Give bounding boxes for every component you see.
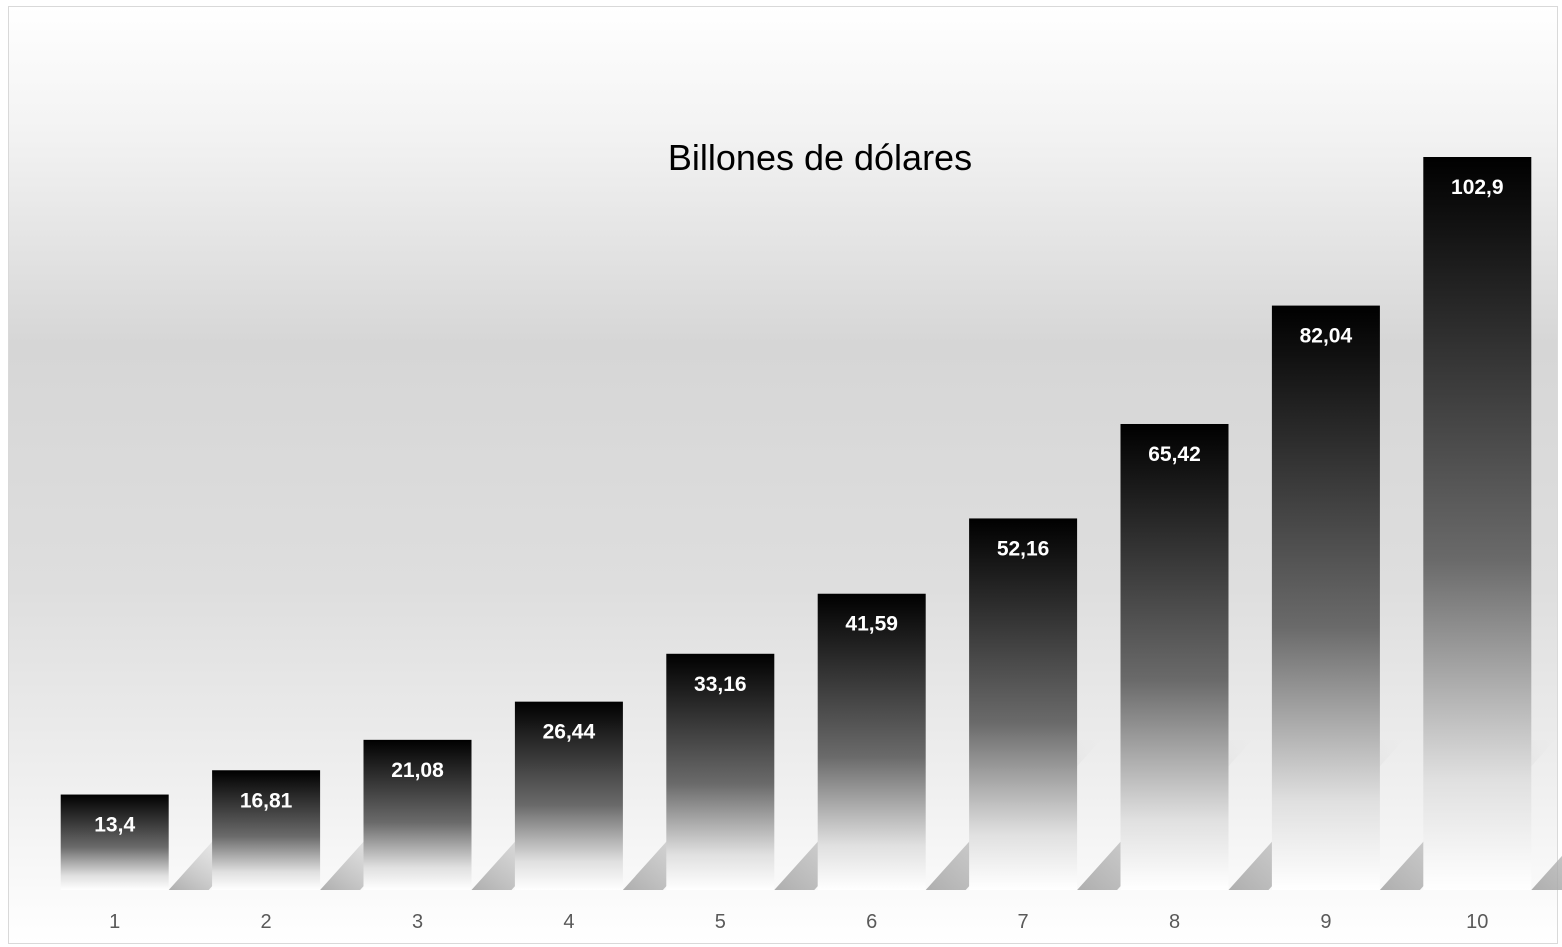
x-tick-label: 2 [261,911,272,933]
chart-title: Billones de dólares [668,137,972,178]
x-tick-label: 10 [1466,911,1488,933]
data-label: 82,04 [1300,325,1353,348]
data-label: 33,16 [694,673,747,696]
x-tick-label: 3 [412,911,423,933]
data-label: 13,4 [94,814,135,837]
bar [212,770,320,890]
bar [1121,424,1229,890]
data-label: 52,16 [997,537,1050,560]
x-tick-label: 8 [1169,911,1180,933]
bar [1272,306,1380,890]
data-label: 41,59 [845,613,898,636]
bar [818,594,926,890]
data-label: 65,42 [1148,443,1201,466]
x-tick-label: 6 [866,911,877,933]
bar [61,795,169,890]
x-tick-label: 5 [715,911,726,933]
data-label: 26,44 [543,721,596,744]
x-tick-label: 9 [1320,911,1331,933]
x-tick-label: 1 [109,911,120,933]
bar-shadow [1531,740,1562,890]
bar [1423,157,1531,890]
x-tick-label: 4 [563,911,574,933]
data-label: 102,9 [1451,176,1504,199]
bar [969,518,1077,890]
data-label: 21,08 [391,759,444,782]
x-tick-label: 7 [1018,911,1029,933]
data-label: 16,81 [240,789,293,812]
